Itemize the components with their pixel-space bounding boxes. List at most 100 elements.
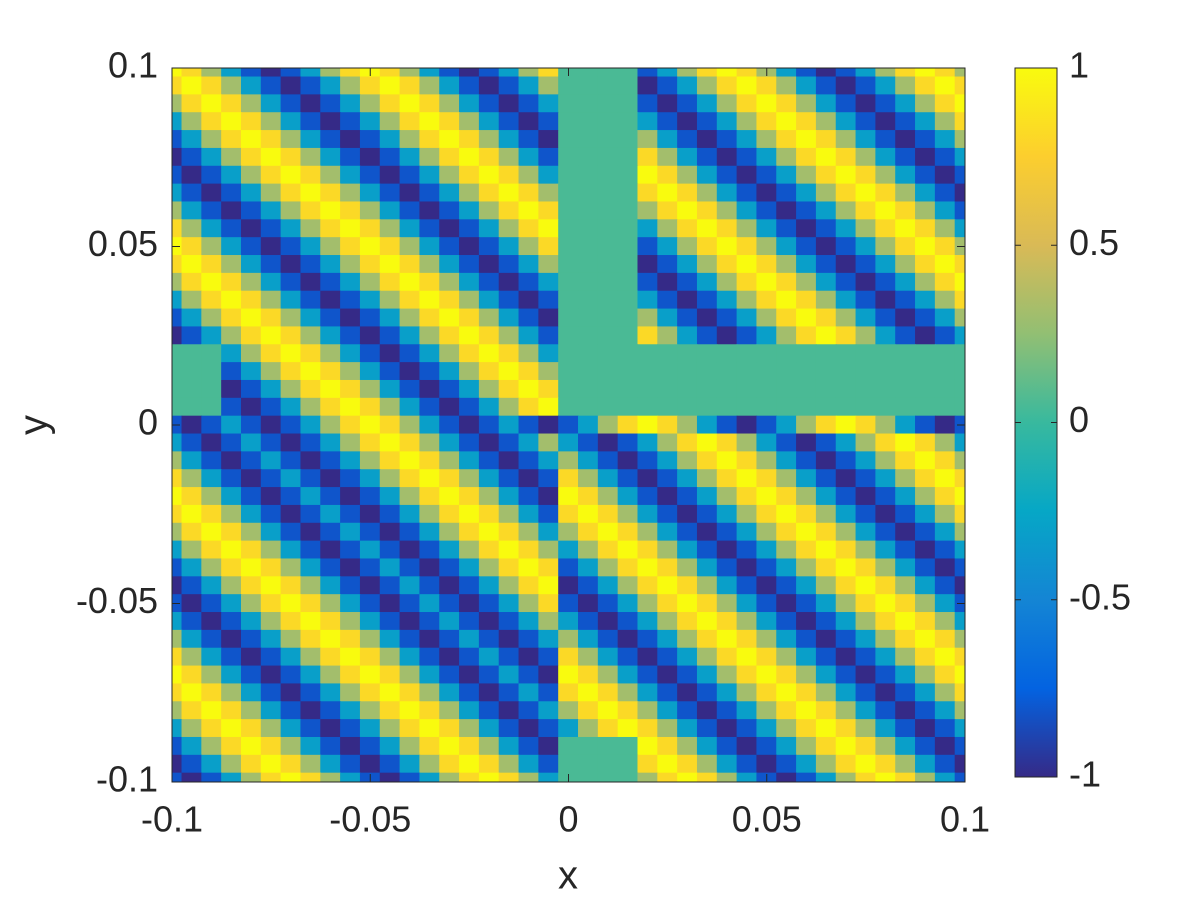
cell [657,433,678,453]
cell [201,719,222,738]
cell [399,326,421,346]
cell [796,255,817,274]
cell [657,540,678,560]
cell [796,165,817,185]
cell [895,112,916,131]
cell [221,594,242,613]
cell [379,540,401,560]
cell [379,576,401,595]
cell [796,433,817,453]
cell [379,736,401,756]
cell [835,469,857,488]
cell [340,415,361,435]
cell [399,469,421,488]
cell [221,130,242,149]
cell [578,701,599,720]
x-tick-label: -0.05 [329,799,411,840]
cell [716,719,738,738]
cell [716,397,738,417]
cell [578,415,599,435]
cell [776,772,797,782]
cell [280,665,302,685]
cell [172,183,183,203]
cell [221,397,242,417]
cell [221,219,242,238]
cell [419,629,441,649]
cell [181,558,203,578]
cell [181,362,203,381]
cell [359,558,381,578]
cell [379,665,401,685]
cell [756,469,778,488]
cell [934,701,956,720]
cell [776,130,797,149]
cell [657,665,678,685]
cell [419,237,441,256]
cell [756,451,778,471]
cell [260,683,282,703]
cell [796,683,817,703]
cell [736,576,758,595]
cell [934,719,956,738]
cell [498,736,520,756]
cell [954,308,965,328]
cell [696,558,718,578]
cell [221,451,242,471]
cell [558,701,579,720]
cell [617,558,639,578]
cell [895,68,916,78]
cell [835,665,857,685]
cell [677,326,698,346]
cell [835,540,857,560]
cell [736,379,758,399]
cell [756,112,778,131]
cell [617,451,639,471]
cell [796,754,817,774]
cell [172,130,183,149]
cell [716,701,738,720]
cell [597,219,619,238]
cell [776,558,797,578]
cell [518,183,540,203]
cell [320,362,341,381]
cell [696,736,718,756]
cell [597,504,619,524]
cell [172,219,183,238]
cell [637,68,659,78]
cell [478,219,500,238]
cell [459,469,480,488]
cell [617,469,639,488]
cell [280,558,302,578]
cell [498,487,520,506]
cell [815,701,837,720]
cell [379,219,401,238]
cell [934,76,956,96]
cell [459,719,480,738]
cell [538,754,559,774]
cell [756,362,778,381]
cell [796,487,817,506]
cell [181,540,203,560]
cell [796,130,817,149]
cell [677,165,698,185]
cell [359,362,381,381]
cell [855,308,877,328]
cell [260,469,282,488]
cell [201,237,222,256]
cell [716,665,738,685]
cell [518,344,540,363]
cell [915,736,936,756]
cell [558,487,579,506]
cell [181,647,203,667]
cell [538,701,559,720]
cell [221,94,242,114]
cell [677,558,698,578]
cell [815,665,837,685]
cell [855,379,877,399]
cell [538,558,559,578]
cell [320,451,341,471]
cell [240,701,262,720]
cell [439,344,460,363]
cell [280,362,302,381]
cell [300,237,322,256]
